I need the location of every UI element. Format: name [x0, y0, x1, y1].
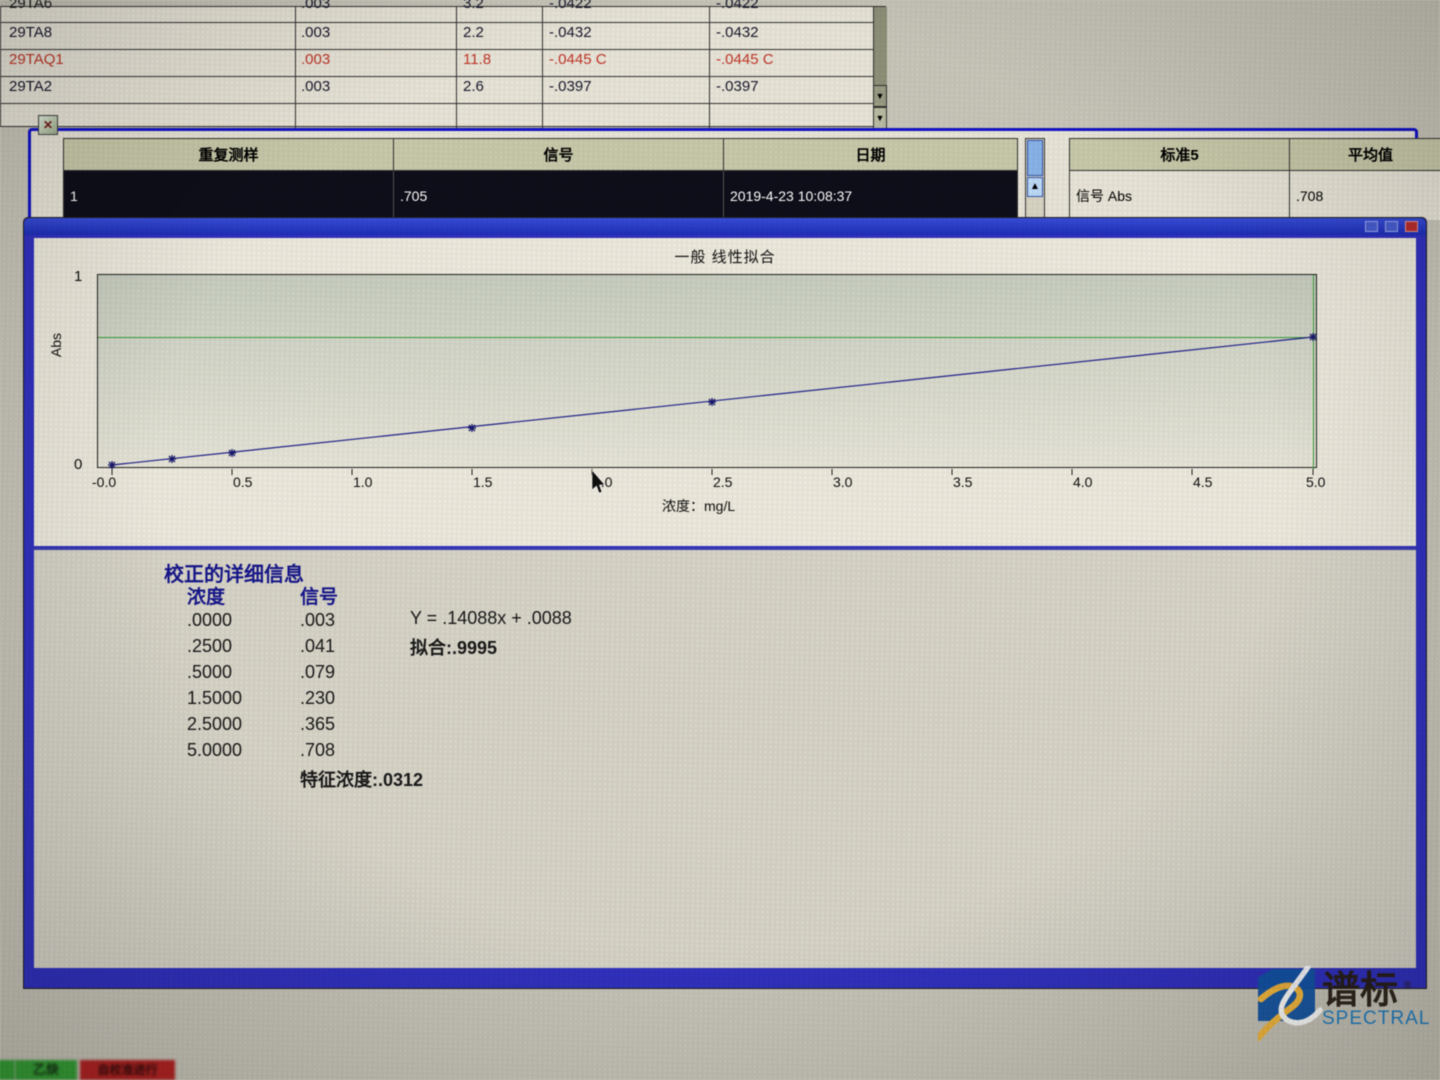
svg-text:SPECTRAL: SPECTRAL — [1322, 1008, 1430, 1029]
svg-text:®: ® — [1404, 980, 1412, 991]
svg-text:谱标: 谱标 — [1322, 970, 1398, 1012]
